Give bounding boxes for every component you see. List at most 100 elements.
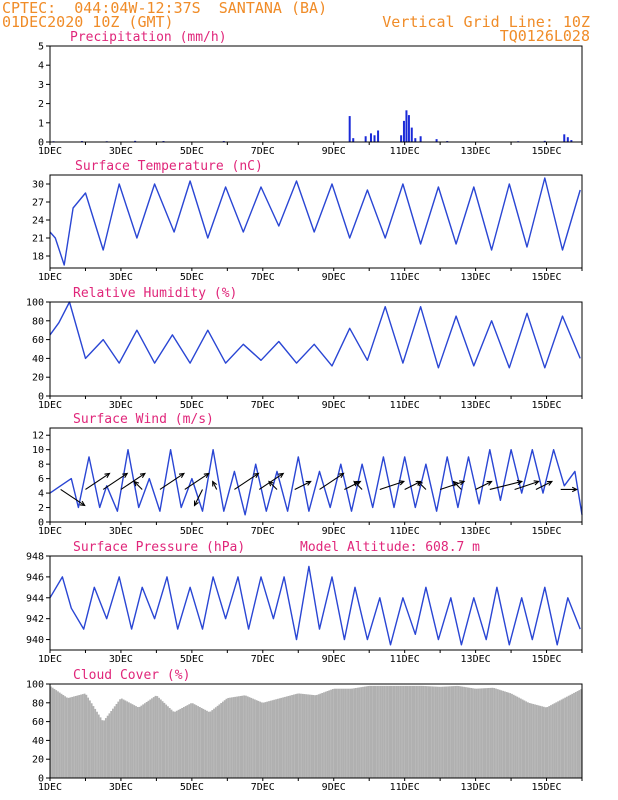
cloud-cover-bar [300,693,302,778]
cloud-cover-bar [271,700,274,778]
cloud-cover-bar [206,710,208,778]
cloud-cover-bar [475,688,478,778]
cloud-cover-bar [433,686,435,778]
cloud-cover-bar [246,696,249,778]
cloud-cover-bar [308,694,311,778]
cloud-cover-bar [158,697,160,778]
y-tick-label: 60 [32,335,44,346]
cloud-cover-bar [298,693,301,778]
cloud-cover-bar [294,694,297,778]
cloud-cover-bar [197,706,199,778]
wind-arrow-head [212,480,217,487]
precip-bar [134,140,137,142]
cloud-cover-bar [344,688,347,778]
y-tick-label: 944 [26,593,44,604]
y-tick-label: 20 [32,373,44,384]
cloud-cover-bar [372,685,375,778]
cloud-cover-bar [145,702,148,778]
cloud-cover-bar [530,703,533,778]
cloud-cover-bar [104,718,107,778]
wind-arrow-head [355,480,362,486]
cloud-cover-bar [440,686,442,778]
wind-arrow [379,480,405,490]
cloud-cover-bar [319,693,322,778]
cloud-cover-bar [182,707,185,778]
x-tick-label: 5DEC [180,400,204,411]
x-tick-label: 7DEC [251,146,275,157]
wind-arrow-head [516,479,524,486]
cloud-cover-bar [232,697,235,778]
x-tick-label: 15DEC [531,782,561,793]
wind-arrow-head [338,472,345,479]
cloud-cover-bar [193,704,196,778]
cloud-cover-bar [152,697,155,778]
cloud-cover-bar [234,696,237,778]
x-tick-label: 1DEC [38,654,62,665]
cloud-cover-bar [101,720,104,778]
y-tick-label: 80 [32,316,44,327]
x-tick-label: 13DEC [461,146,491,157]
cloud-cover-bar [142,704,144,778]
x-tick-label: 3DEC [109,526,133,537]
x-tick-label: 7DEC [251,272,275,283]
cloud-cover-bar [67,697,70,778]
cloud-cover-bar [381,685,384,778]
cloud-cover-bar [395,685,398,778]
cloud-cover-bar [209,711,212,778]
cloud-cover-bar [99,717,102,778]
cloud-cover-bar [188,704,191,778]
cloud-cover-bar [408,685,410,778]
cloud-cover-bar [310,694,313,778]
x-tick-label: 15DEC [531,400,561,411]
cloud-cover-bar [383,685,386,778]
cloud-cover-bar [136,707,139,778]
cloud-cover-bar [548,706,551,778]
wind-arrow [184,473,210,490]
cloud-cover-bar [534,704,536,778]
wind-arrow-head [571,486,578,493]
wind-arrow-head [278,472,285,479]
wind-arrow [475,480,492,490]
cloud-cover-bar [411,685,414,778]
panel-frame [49,301,583,397]
cloud-cover-bar [177,709,180,778]
cloud-cover-bar [78,695,81,778]
cloud-cover-bar [65,697,68,778]
x-tick-label: 1DEC [38,526,62,537]
wind-arrow [120,473,146,490]
cloud-cover-bar [273,699,276,778]
cloud-cover-bar [87,697,90,778]
cloud-cover-bar [154,695,157,778]
cloud-cover-bar [479,688,481,778]
cloud-cover-bar [89,700,91,778]
cloud-cover-bar [386,685,389,778]
cloud-cover-bar [505,691,508,778]
cloud-cover-bar [333,688,336,778]
precip-bar [435,139,438,142]
cloud-cover-bar [216,705,219,778]
cloud-cover-bar [51,687,54,778]
cloud-cover-bar [90,703,93,778]
cloud-cover-bar [213,708,215,778]
cloud-cover-bar [96,711,98,778]
cloud-cover-bar [269,700,272,778]
wind-arrow [212,481,218,490]
cloud-cover-bar [284,696,286,778]
cloud-cover-bar [356,687,359,778]
wind-arrow [417,481,427,490]
wind-arrow [439,480,465,490]
cloud-cover-bar [172,711,175,778]
cloud-cover-bar [83,693,86,778]
cloud-cover-bar [459,686,462,778]
wind-arrow-head [193,500,199,507]
wind-arrow [489,480,522,490]
cloud-cover-bar [122,699,125,778]
cloud-cover-bar [156,696,159,778]
cloud-cover-bar [528,703,531,778]
model-altitude-label: Model Altitude: 608.7 m [300,540,480,555]
y-tick-label: 10 [32,445,44,456]
cloud-cover-bar [378,685,380,778]
cloud-cover-bar [195,705,198,778]
cloud-cover-bar [374,685,377,778]
cloud-cover-bar [447,686,450,778]
